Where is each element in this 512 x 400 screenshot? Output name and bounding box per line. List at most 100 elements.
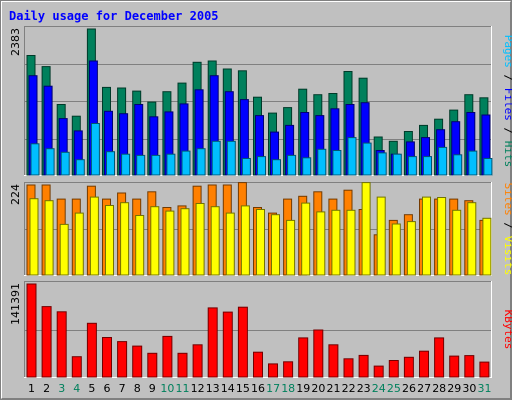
bar-sites-day-1 [29,198,39,276]
bar-sites-day-7 [120,202,130,276]
legend-entry: KBytes [502,310,512,350]
y-max-label: 224 [9,184,22,205]
bar-kbytes-day-26 [403,356,414,378]
x-tick-day-22: 22 [342,382,356,395]
bar-pages-day-18 [287,154,297,176]
bar-pages-day-8 [136,154,146,176]
x-tick-day-10: 10 [160,382,174,395]
bar-sites-day-26 [406,221,416,276]
y-max-label: 2383 [9,28,22,56]
legend-entry: Pages [502,35,512,68]
bar-sites-day-11 [180,208,190,276]
bar-kbytes-day-7 [117,341,128,378]
x-tick-day-4: 4 [73,382,80,395]
bar-sites-day-27 [422,196,431,276]
bar-sites-day-15 [240,205,250,276]
bar-kbytes-day-17 [268,363,278,378]
bar-kbytes-day-19 [298,337,309,378]
bar-kbytes-day-6 [102,337,112,378]
bar-kbytes-day-18 [283,361,294,378]
bar-pages-day-16 [257,156,266,176]
bar-kbytes-day-22 [343,358,354,378]
bar-sites-day-6 [105,205,114,276]
bar-kbytes-day-2 [41,306,52,378]
bar-pages-day-13 [211,140,221,176]
bar-sites-day-18 [286,219,296,276]
bar-kbytes-day-13 [207,307,218,378]
bar-pages-day-14 [226,140,236,176]
x-tick-day-16: 16 [251,382,265,395]
bar-sites-day-13 [210,206,220,276]
bar-pages-day-24 [377,152,387,176]
x-tick-day-30: 30 [462,382,476,395]
bar-kbytes-day-9 [147,352,158,378]
x-tick-day-19: 19 [296,382,310,395]
bar-kbytes-day-12 [192,344,203,378]
bar-pages-day-7 [121,153,131,176]
legend-entry: Visits [502,236,512,276]
x-tick-day-26: 26 [402,382,416,395]
bar-pages-day-5 [90,123,100,176]
x-tick-day-6: 6 [104,382,111,395]
x-tick-day-8: 8 [134,382,141,395]
x-tick-labels: 1 2 3 4 5 6 7 8 9 10 11 12 13 14 15 16 17 18 19 20 21 22 23 24 2… [28,382,492,395]
bar-pages-day-25 [392,153,402,176]
x-tick-day-29: 29 [447,382,461,395]
bar-sites-day-25 [391,223,401,276]
bar-sites-day-19 [301,202,311,276]
bar-sites-day-9 [150,206,160,276]
bar-kbytes-day-5 [86,322,97,378]
bar-kbytes-day-24 [373,365,384,378]
bar-sites-day-29 [452,209,462,276]
legend-entry: / [502,121,512,141]
bar-sites-day-28 [437,197,447,276]
x-tick-day-9: 9 [149,382,156,395]
x-tick-day-3: 3 [58,382,65,395]
x-tick-day-2: 2 [43,382,50,395]
bar-sites-day-8 [135,215,145,276]
bar-kbytes-day-30 [464,355,475,378]
bar-sites-day-23 [361,182,371,276]
bar-pages-day-17 [272,159,281,176]
bar-pages-day-3 [60,151,70,176]
chart-title: Daily usage for December 2005 [9,9,219,23]
bar-sites-day-16 [256,209,265,276]
x-tick-day-18: 18 [281,382,295,395]
legend-entry: Hits [502,141,512,168]
x-tick-day-21: 21 [327,382,341,395]
bar-pages-day-22 [347,137,357,176]
bar-kbytes-day-14 [222,311,233,378]
bar-pages-day-10 [166,153,176,176]
x-tick-day-31: 31 [478,382,492,395]
bar-pages-day-2 [45,148,55,176]
panel-visits-sites: 224 Sites / Visits [9,182,512,276]
bar-sites-day-30 [467,202,477,276]
bar-pages-day-27 [423,156,432,176]
bar-sites-day-3 [59,223,69,276]
bar-sites-day-4 [74,212,84,276]
legend-entry: Files [502,88,512,121]
x-tick-day-1: 1 [28,382,35,395]
bar-pages-day-31 [483,158,493,176]
bar-pages-day-23 [362,142,372,176]
bar-pages-day-29 [453,154,463,176]
x-tick-day-12: 12 [191,382,205,395]
bar-kbytes-day-3 [56,311,67,378]
x-tick-day-13: 13 [206,382,220,395]
bar-pages-day-1 [30,143,40,176]
bar-kbytes-day-31 [479,361,490,378]
bar-sites-day-20 [316,211,326,276]
bar-pages-day-15 [241,158,251,176]
bar-kbytes-day-10 [162,335,173,378]
x-tick-day-24: 24 [372,382,386,395]
bar-kbytes-day-27 [419,350,429,378]
bar-pages-day-28 [438,146,448,176]
bar-sites-day-10 [165,210,175,276]
bar-kbytes-day-4 [71,356,82,378]
bar-kbytes-day-15 [237,306,248,378]
bar-pages-day-11 [181,150,191,176]
bar-pages-day-20 [317,148,327,176]
x-tick-day-7: 7 [119,382,126,395]
legend-entry: / [502,216,512,236]
